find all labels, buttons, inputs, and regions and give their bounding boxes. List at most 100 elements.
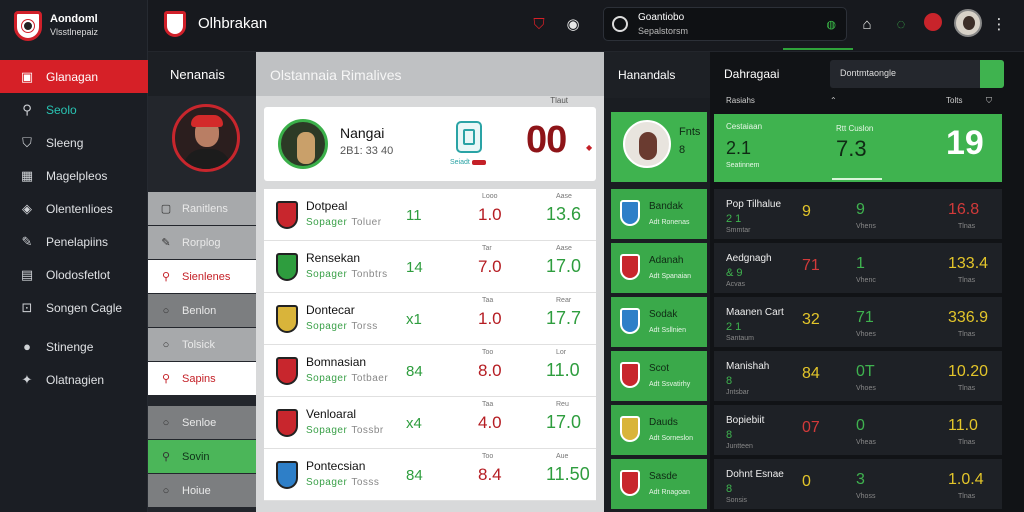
stat-c: 13.6 (546, 204, 582, 224)
team-card[interactable]: Adanah Adt Spanaian (611, 243, 707, 293)
stat-c-label: Aase (556, 193, 572, 200)
featured-team-card[interactable]: Fnts 8 (611, 112, 707, 182)
sidebar-item-9[interactable]: ✦ Olatnagien (21, 371, 105, 387)
sidebar-item-3[interactable]: ▦ Magelpleos (20, 167, 108, 183)
menu-item-3[interactable]: ○ Benlon (148, 294, 256, 327)
row-name: Dohnt Esnae (726, 469, 784, 480)
sidebar-item-8[interactable]: ● Stinenge (0, 330, 148, 363)
avatar[interactable] (954, 9, 982, 37)
club-crest-icon[interactable] (164, 11, 186, 37)
team-name: Sasde (649, 471, 678, 482)
table-row[interactable]: Dotpeal Sopager Toluer 11 Looo 1.0 Aase 13.6 (264, 189, 596, 241)
shield-icon[interactable]: ⛉ (986, 96, 992, 105)
home-icon[interactable]: ⌂ (862, 15, 872, 33)
stat-row[interactable]: Manishah 8 Jntsbar 84 0T Vhoes 10.20 Tlnas (714, 351, 1002, 401)
menu-item-0[interactable]: ▢ Ranitlens (148, 192, 256, 225)
stat-row[interactable]: Maanen Cart 2 1 Santaum 32 71 Vhoes 336.9 Tlnas (714, 297, 1002, 347)
sidebar-item-6[interactable]: ▤ Olodosfetlot (20, 266, 111, 282)
menu-item-4[interactable]: ○ Tolsick (148, 328, 256, 361)
stat-c: 17.7 (546, 308, 582, 328)
stat-b: 1 (856, 255, 865, 272)
team-crest-icon (620, 470, 640, 496)
sidebar-item-2[interactable]: ⛉ Sleeng (0, 126, 148, 159)
stat-c-label: Tlnas (958, 223, 976, 230)
table-row[interactable]: Bomnasian Sopager Totbaer 84 Too 8.0 Lor 11.0 (264, 345, 596, 397)
search-button[interactable] (980, 60, 1004, 88)
sidebar-item-4[interactable]: ◈ Olentenlioes (22, 200, 113, 216)
row-sub: 8 (726, 483, 733, 495)
sort-icon[interactable]: ⌃ (830, 96, 837, 105)
team-card[interactable]: Scot Adt Ssvatirhy (611, 351, 707, 401)
search-input[interactable]: Goantiobo Sepalstorsm ◍ (603, 7, 847, 41)
table-row[interactable]: Venloaral Sopager Tossbr x4 Taa 4.0 Reu 17.0 (264, 397, 596, 449)
stat-c: 17.0 (546, 412, 582, 432)
row-name: Aedgnagh (726, 253, 772, 264)
stat-row[interactable]: Bopiebiit 8 Juntteen 07 0 Vheas 11.0 Tlnas (714, 405, 1002, 455)
stat-c-label: Tlnas (958, 385, 976, 392)
row-sub2: Santaum (726, 335, 755, 342)
message-icon[interactable]: ◌ (896, 15, 906, 33)
team-card[interactable]: Bandak Adt Ronenas (611, 189, 707, 239)
search-icon: ⚲ (22, 101, 32, 117)
camera-icon[interactable]: ◉ (566, 16, 580, 33)
stat-c-label: Reu (556, 401, 569, 408)
brand[interactable]: Aondoml Vlsstlnepaiz (0, 0, 148, 52)
more-icon[interactable]: ⋮ (991, 16, 1007, 33)
shield-alert-icon[interactable]: ⛉ (533, 15, 545, 33)
team-name: Bandak (649, 201, 683, 212)
dashboard-search-input[interactable]: Dontmtaongle (830, 60, 1004, 88)
team-crest-icon (620, 308, 640, 334)
sidebar-item-5[interactable]: ✎ Penelapiins (21, 233, 109, 249)
menu-item-2[interactable]: ⚲ Sienlenes (148, 260, 256, 293)
menu-item-6[interactable]: ○ Senloe (148, 406, 256, 439)
stat-c-label: Aase (556, 245, 572, 252)
notification-icon[interactable] (924, 13, 942, 31)
featured-player-card[interactable]: Nangai 2B1: 33 40 Seiadt 00 ◆ (264, 107, 596, 181)
sidebar-nav: ▣ Glanagan ⚲ Seolo ⛉ Sleeng ▦ Magelpleos ◈ Ol… (0, 60, 148, 396)
stat-b-label: Too (482, 349, 494, 356)
chevron-icon[interactable]: ◆ (586, 143, 593, 152)
chat-icon[interactable]: ◍ (826, 19, 836, 31)
player-tag: Seiadt (450, 159, 486, 166)
stat-b: 8.4 (478, 465, 502, 484)
team-crest-icon (620, 200, 640, 226)
user-icon: ● (23, 339, 31, 354)
profile-avatar[interactable] (172, 104, 240, 172)
menu-item-8[interactable]: ○ Hoiue (148, 474, 256, 507)
stat-b-label: Taa (482, 401, 494, 408)
stat-c: 133.4 (948, 255, 989, 272)
team-name: Pontecsian (306, 459, 366, 473)
menu-item-5[interactable]: ⚲ Sapins (148, 362, 256, 395)
team-crest-icon (620, 254, 640, 280)
stat-row[interactable]: Pop Tilhalue 2 1 Smmtar 9 9 Vhens 16.8 Tlnas (714, 189, 1002, 239)
row-name: Bopiebiit (726, 415, 765, 426)
featured-stat-card[interactable]: Cestaiaan 2.1 Seatinnem Rtt Cuslon 7.3 1… (714, 114, 1002, 182)
row-sub: 8 (726, 375, 733, 387)
stat-row[interactable]: Dohnt Esnae 8 Sonsis 0 3 Vhoss 1.0.4 Tlnas (714, 459, 1002, 509)
team-sub: Adt Rnagoan (649, 489, 690, 496)
team-card[interactable]: Dauds Adt Sorneslon (611, 405, 707, 455)
stat-b: 7.0 (478, 257, 502, 276)
sidebar: Aondoml Vlsstlnepaiz ▣ Glanagan ⚲ Seolo ⛉ S… (0, 0, 148, 512)
team-card[interactable]: Sasde Adt Rnagoan (611, 459, 707, 509)
stat-b-label: Vhoes (856, 331, 876, 338)
table-row[interactable]: Rensekan Sopager Tonbtrs 14 Tar 7.0 Aase 17.0 (264, 241, 596, 293)
sidebar-item-0[interactable]: ▣ Glanagan (0, 60, 148, 93)
table-row[interactable]: Pontecsian Sopager Tosss 84 Too 8.4 Aue 11.50 (264, 449, 596, 501)
circle-icon: ○ (162, 338, 170, 351)
stat-b: 0 (856, 417, 865, 434)
menu-item-7[interactable]: ⚲ Sovin (148, 440, 256, 473)
location-icon: ◈ (22, 200, 32, 216)
stat-b: 1.0 (478, 309, 502, 328)
player-avatar (278, 119, 328, 169)
team-card[interactable]: Sodak Adt Ssllnien (611, 297, 707, 347)
circle-icon: ○ (162, 484, 170, 497)
table-row[interactable]: Dontecar Sopager Torss x1 Taa 1.0 Rear 17.7 (264, 293, 596, 345)
menu-item-1[interactable]: ✎ Rorplog (148, 226, 256, 259)
stat-b-label: Too (482, 453, 494, 460)
sidebar-item-1[interactable]: ⚲ Seolo (0, 93, 148, 126)
sidebar-item-7[interactable]: ⊡ Songen Cagle (21, 299, 123, 315)
team-name: Sodak (649, 309, 678, 320)
team-list: Dotpeal Sopager Toluer 11 Looo 1.0 Aase 13.6 Ren… (264, 189, 596, 501)
stat-row[interactable]: Aedgnagh & 9 Acvas 71 1 Vhenc 133.4 Tlnas (714, 243, 1002, 293)
